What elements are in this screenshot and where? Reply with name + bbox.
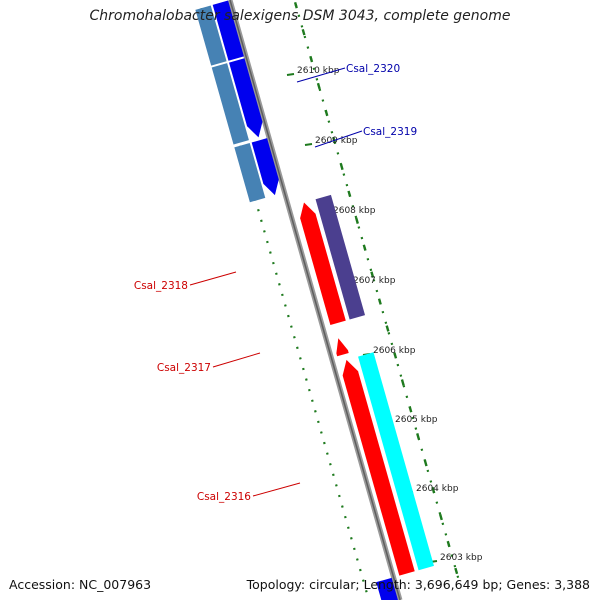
ruler-tick-left bbox=[438, 513, 443, 521]
gene-csal-2320-segment bbox=[229, 58, 263, 138]
ruler-tick-left bbox=[446, 540, 451, 548]
gene-csal-2316 bbox=[342, 359, 415, 576]
cds-csal-2320-light bbox=[195, 5, 227, 66]
ruler-tick-left bbox=[332, 136, 337, 144]
ruler-tick-mark bbox=[304, 143, 313, 146]
gene-label: Csal_2319 bbox=[363, 126, 417, 138]
ruler-tick-left bbox=[385, 325, 390, 332]
ruler-tick-left bbox=[339, 163, 344, 171]
cds-csal-2316 bbox=[358, 352, 434, 571]
gene-label: Csal_2318 bbox=[134, 280, 188, 292]
gene-label: Csal_2320 bbox=[346, 63, 400, 75]
ruler-tick-left bbox=[431, 486, 436, 494]
ruler-tick-left bbox=[309, 55, 314, 63]
gene-csal-2318 bbox=[300, 202, 346, 325]
ruler-label: 2607 kbp bbox=[353, 276, 396, 286]
ruler-tick-left bbox=[316, 82, 321, 90]
ruler-label: 2608 kbp bbox=[333, 206, 376, 216]
ruler-tick-left bbox=[370, 271, 375, 278]
ruler-tick-left bbox=[423, 459, 428, 467]
gene-label: Csal_2317 bbox=[157, 362, 211, 374]
gene-label-leader bbox=[314, 130, 363, 148]
ruler-tick-left bbox=[416, 433, 421, 440]
ruler-label: 2609 kbp bbox=[315, 136, 358, 146]
gene-csal-2319 bbox=[251, 138, 279, 196]
genome-summary: Topology: circular; Length: 3,696,649 bp… bbox=[246, 577, 590, 592]
ruler-tick-left bbox=[400, 379, 405, 386]
ruler-tick-left bbox=[355, 217, 359, 224]
cds-csal-2318 bbox=[315, 194, 366, 320]
ruler-label: 2606 kbp bbox=[373, 346, 416, 356]
gene-label-leader bbox=[252, 482, 301, 497]
gene-csal-2317 bbox=[336, 338, 349, 357]
ruler-tick-left bbox=[301, 28, 306, 36]
gene-label-leader bbox=[212, 352, 261, 368]
cds-csal-2319 bbox=[234, 143, 266, 203]
ruler-tick-left bbox=[293, 2, 298, 9]
map-title: Chromohalobacter salexigens DSM 3043, co… bbox=[89, 8, 511, 24]
gene-label-leader bbox=[296, 67, 346, 83]
backbone-core bbox=[229, 0, 401, 601]
ruler-tick-left bbox=[347, 190, 352, 198]
gene-label-leader bbox=[189, 271, 237, 286]
cds-csal-2320-segment bbox=[211, 63, 249, 145]
ruler-label: 2603 kbp bbox=[440, 553, 483, 563]
ruler-tick-mark bbox=[286, 73, 295, 76]
ruler-tick-left bbox=[454, 567, 459, 575]
accession-label: Accession: NC_007963 bbox=[9, 577, 152, 592]
ruler-tick-left bbox=[324, 109, 329, 117]
ruler-label: 2604 kbp bbox=[416, 484, 459, 494]
ruler-tick-left bbox=[377, 298, 382, 305]
gene-label: Csal_2316 bbox=[197, 491, 251, 503]
ruler-label: 2610 kbp bbox=[297, 66, 340, 76]
ruler-label: 2605 kbp bbox=[395, 415, 438, 425]
gene-bottom-edge bbox=[376, 577, 400, 604]
ruler-tick-left bbox=[362, 244, 367, 251]
gene-csal-2320-forward-strand bbox=[212, 0, 244, 61]
ruler-tick-left bbox=[393, 352, 398, 359]
ruler-tick-left bbox=[408, 406, 413, 413]
